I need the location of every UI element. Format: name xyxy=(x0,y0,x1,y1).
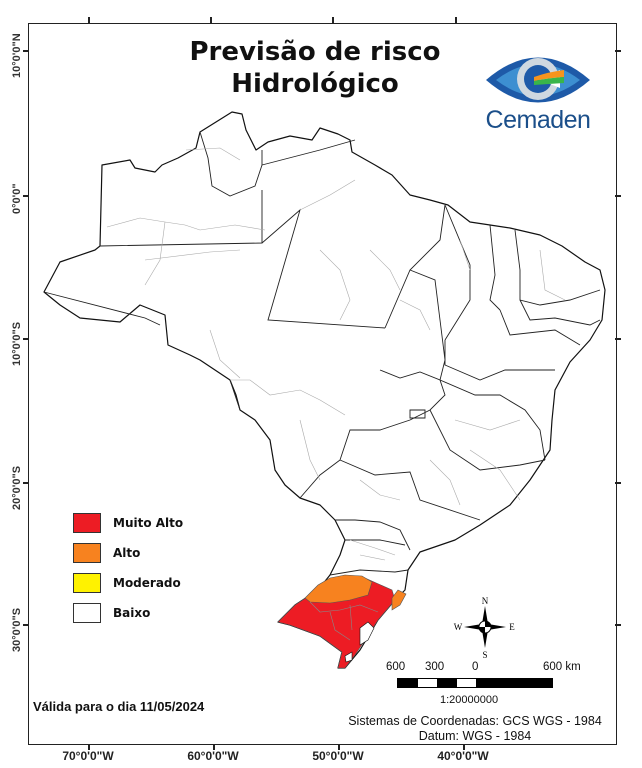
y-tick-mark xyxy=(23,50,29,52)
legend-swatch-yellow xyxy=(73,573,101,593)
x-tick-mark xyxy=(463,744,465,750)
state-borders xyxy=(43,131,601,576)
title-line-2: Hidrológico xyxy=(231,69,399,99)
y-tick-mark xyxy=(615,338,621,340)
cemaden-eye-logo-icon xyxy=(486,57,590,103)
x-tick-mark xyxy=(338,744,340,750)
legend-label: Muito Alto xyxy=(113,516,184,530)
coordinate-system: Sistemas de Coordenadas: GCS WGS - 1984 … xyxy=(345,714,605,744)
datum-line: Datum: WGS - 1984 xyxy=(418,729,532,743)
svg-text:W: W xyxy=(454,622,463,632)
y-tick-mark xyxy=(615,482,621,484)
legend-swatch-red xyxy=(73,513,101,533)
legend-swatch-white xyxy=(73,603,101,623)
scale-label: 600 xyxy=(386,661,406,673)
y-tick-mark xyxy=(615,624,621,626)
x-tick-label: 70°0'0"W xyxy=(62,749,114,763)
scale-label: 600 km xyxy=(543,661,581,673)
legend-item-baixo: Baixo xyxy=(73,598,183,628)
x-tick-mark xyxy=(332,17,334,23)
x-tick-label: 60°0'0"W xyxy=(187,749,239,763)
legend-item-muito-alto: Muito Alto xyxy=(73,508,183,538)
map-title: Previsão de risco Hidrológico xyxy=(160,36,470,100)
y-tick-mark xyxy=(23,482,29,484)
validity-date: Válida para o dia 11/05/2024 xyxy=(33,699,205,714)
y-tick-mark xyxy=(23,624,29,626)
legend-label: Moderado xyxy=(113,576,181,590)
legend: Muito Alto Alto Moderado Baixo xyxy=(73,508,183,628)
x-tick-label: 40°0'0"W xyxy=(437,749,489,763)
brazil-outline xyxy=(43,111,606,669)
x-tick-mark xyxy=(88,744,90,750)
x-tick-mark xyxy=(213,744,215,750)
risk-area-alto xyxy=(304,574,373,604)
rs-internal-borders xyxy=(309,601,379,641)
risk-area-alto-coast xyxy=(391,589,407,611)
scale-label: 0 xyxy=(472,661,479,673)
y-tick-mark xyxy=(615,50,621,52)
y-tick-mark xyxy=(23,195,29,197)
svg-text:S: S xyxy=(482,650,487,660)
logo-text: Cemaden xyxy=(485,106,591,134)
x-tick-mark xyxy=(210,17,212,23)
legend-swatch-orange xyxy=(73,543,101,563)
legend-label: Alto xyxy=(113,546,141,560)
x-tick-mark xyxy=(455,17,457,23)
svg-text:E: E xyxy=(509,622,515,632)
x-tick-label: 50°0'0"W xyxy=(312,749,364,763)
scale-bar xyxy=(397,678,553,688)
rs-risk-regions xyxy=(277,574,407,669)
legend-label: Baixo xyxy=(113,606,151,620)
scale-ratio: 1:20000000 xyxy=(440,694,499,706)
map-frame xyxy=(28,23,617,745)
coordinate-system-line: Sistemas de Coordenadas: GCS WGS - 1984 xyxy=(348,714,602,728)
compass-rose-icon: N S W E xyxy=(454,596,516,660)
x-tick-mark xyxy=(88,17,90,23)
svg-text:N: N xyxy=(482,596,489,606)
y-tick-mark xyxy=(615,195,621,197)
legend-item-moderado: Moderado xyxy=(73,568,183,598)
title-line-1: Previsão de risco xyxy=(189,37,441,67)
municipal-borders xyxy=(106,147,566,561)
scale-label: 300 xyxy=(425,661,445,673)
y-tick-mark xyxy=(23,338,29,340)
legend-item-alto: Alto xyxy=(73,538,183,568)
